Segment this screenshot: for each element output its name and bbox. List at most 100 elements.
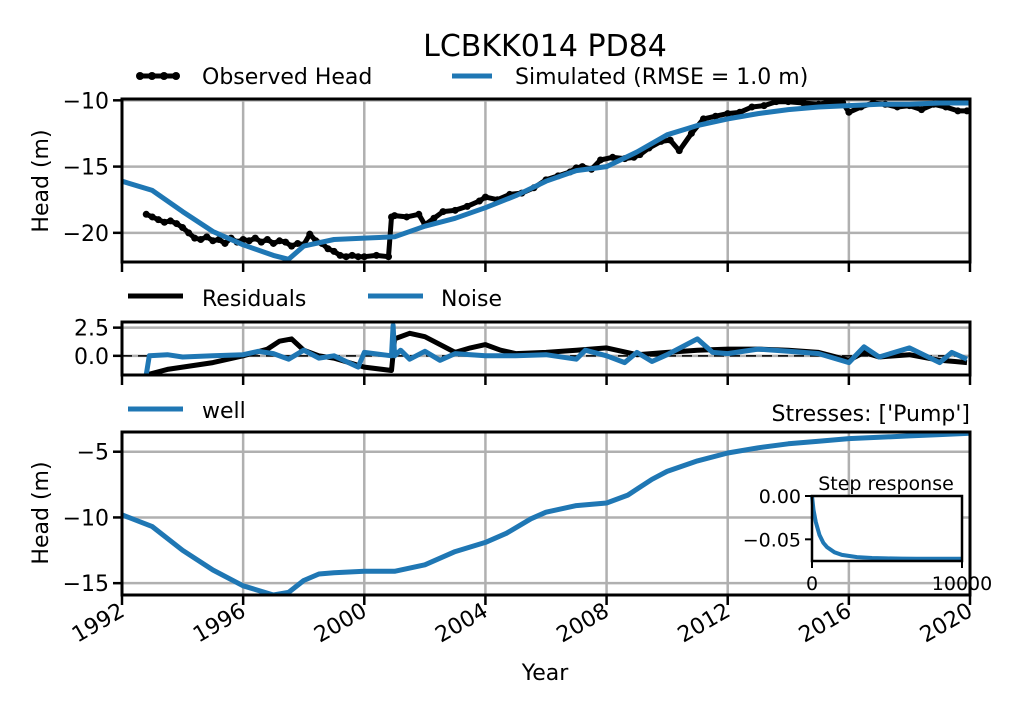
observed-point <box>415 210 423 218</box>
observed-point <box>391 212 399 220</box>
series-line-simulated-rmse-1-0-m- <box>122 100 970 262</box>
observed-point <box>475 197 483 205</box>
residuals-legend: Residuals Noise <box>128 287 502 312</box>
observed-point <box>403 213 411 221</box>
observed-point <box>148 213 156 221</box>
step-response-inset: Step response 0.00 −0.050 10000 <box>743 473 992 595</box>
observed-point <box>245 237 253 245</box>
residuals-panel: Residuals Noise 2.50.0 <box>74 287 972 385</box>
observed-point <box>666 136 674 144</box>
observed-point <box>294 239 302 247</box>
observed-point <box>263 235 271 243</box>
head-axes: −10 −15 −20 <box>63 89 972 272</box>
x-axis-label: Year <box>521 661 570 686</box>
observed-point <box>173 220 181 228</box>
observed-point <box>251 234 259 242</box>
observed-point <box>675 147 683 155</box>
observed-point <box>354 253 362 261</box>
observed-point <box>324 245 332 253</box>
observed-point <box>687 129 695 137</box>
inset-axes: 0.00 −0.050 10000 <box>743 486 992 595</box>
observed-point <box>609 153 617 161</box>
observed-point <box>215 235 223 243</box>
observed-point <box>597 156 605 164</box>
observed-point <box>282 238 290 246</box>
y-tick-label: 2.5 <box>74 317 109 342</box>
observed-point <box>463 202 471 210</box>
observed-point <box>197 235 205 243</box>
stresses-annotation: Stresses: ['Pump'] <box>772 402 971 427</box>
observed-point <box>772 99 780 106</box>
observed-point <box>306 230 314 238</box>
legend-observed-label: Observed Head <box>202 65 372 90</box>
observed-point <box>330 247 338 255</box>
observed-point <box>269 239 277 247</box>
observed-point <box>360 253 368 261</box>
step-response-line <box>810 495 962 561</box>
legend-noise-label: Noise <box>441 287 502 312</box>
y-tick-label: 0.0 <box>74 345 109 370</box>
observed-point <box>760 102 768 110</box>
axes-frame <box>120 320 972 377</box>
observed-point <box>481 193 489 201</box>
legend-residuals-label: Residuals <box>202 287 306 312</box>
observed-point <box>372 251 380 259</box>
observed-point <box>799 99 807 107</box>
legend-observed-marker <box>148 72 156 80</box>
observed-point <box>160 218 168 226</box>
y-tick-label: −5 <box>77 441 109 466</box>
inset-y-tick-label: −0.05 <box>743 529 801 551</box>
observed-point <box>712 112 720 120</box>
legend-well-label: well <box>202 399 246 424</box>
inset-title: Step response <box>818 473 954 495</box>
y-tick-label: −15 <box>63 572 109 597</box>
legend-simulated-label: Simulated (RMSE = 1.0 m) <box>515 65 808 90</box>
legend-observed-marker <box>172 72 180 80</box>
legend-observed-marker <box>136 72 144 80</box>
observed-point <box>288 242 296 250</box>
residuals-axes: 2.50.0 <box>74 317 972 385</box>
observed-point <box>699 115 707 123</box>
observed-point <box>954 107 962 115</box>
head-y-axis-label: Head (m) <box>29 129 54 232</box>
observed-point <box>154 216 162 224</box>
observed-point <box>385 253 393 261</box>
head-series <box>122 99 970 262</box>
observed-point <box>239 235 247 243</box>
observed-point <box>209 237 217 245</box>
y-tick-label: −10 <box>63 89 109 114</box>
observed-point <box>166 217 174 225</box>
observed-point <box>275 237 283 245</box>
observed-point <box>191 234 199 242</box>
observed-point <box>430 214 438 222</box>
observed-point <box>748 103 756 111</box>
observed-point <box>784 99 792 106</box>
y-tick-label: −20 <box>63 222 109 247</box>
observed-point <box>348 251 356 259</box>
residuals-series <box>143 322 969 375</box>
contribution-y-axis-label: Head (m) <box>29 461 54 564</box>
axes-frame <box>120 430 972 597</box>
y-tick-label: −15 <box>63 156 109 181</box>
legend-observed-marker <box>160 72 168 80</box>
observed-point <box>221 239 229 247</box>
observed-point <box>963 107 970 115</box>
inset-x-tick-label: 0 <box>806 573 818 595</box>
axes-frame <box>120 97 972 264</box>
contribution-legend: well <box>128 399 246 424</box>
observed-point <box>185 229 193 237</box>
observed-point <box>451 206 459 214</box>
observed-point <box>142 210 150 218</box>
observed-point <box>342 253 350 261</box>
inset-series <box>810 495 962 561</box>
observed-point <box>336 251 344 259</box>
series-line-noise <box>143 322 969 375</box>
observed-point <box>918 106 926 114</box>
observed-point <box>827 99 835 106</box>
observed-point <box>203 233 211 241</box>
observed-point <box>257 238 265 246</box>
inset-x-tick-label: 10000 <box>932 573 992 595</box>
observed-point <box>724 110 732 118</box>
observed-point <box>179 224 187 232</box>
